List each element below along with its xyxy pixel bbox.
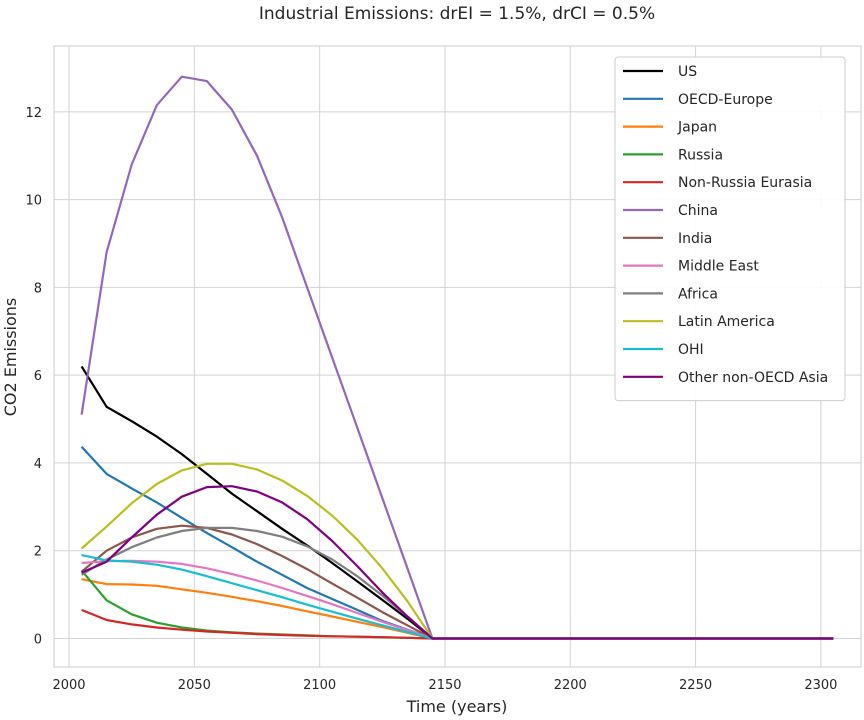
chart-title: Industrial Emissions: drEI = 1.5%, drCI … xyxy=(259,4,655,24)
legend-label: Non-Russia Eurasia xyxy=(678,175,812,191)
x-axis-label: Time (years) xyxy=(406,697,508,716)
legend-label: Other non-OECD Asia xyxy=(678,370,828,386)
x-tick-label: 2250 xyxy=(679,678,712,693)
legend-label: OHI xyxy=(678,342,704,358)
y-tick-label: 0 xyxy=(34,632,42,647)
legend-label: US xyxy=(678,64,697,80)
y-tick-label: 2 xyxy=(34,545,42,560)
y-tick-label: 6 xyxy=(34,369,42,384)
legend-box xyxy=(614,56,846,402)
y-tick-label: 10 xyxy=(25,194,42,209)
legend-label: Africa xyxy=(678,286,718,302)
x-tick-label: 2200 xyxy=(554,678,587,693)
legend: US OECD-Europe Japan Russia Non-Russia Euras… xyxy=(614,56,846,402)
x-tick-label: 2100 xyxy=(303,678,336,693)
y-tick-label: 4 xyxy=(34,457,42,472)
x-tick-label: 2150 xyxy=(428,678,461,693)
y-tick-label: 8 xyxy=(34,281,42,296)
series-line-other-non-oecd-asia xyxy=(81,485,834,640)
legend-label: Middle East xyxy=(678,259,759,275)
series-lines xyxy=(80,75,834,640)
legend-label: OECD-Europe xyxy=(678,92,773,108)
plot-area xyxy=(53,45,862,668)
legend-label: Russia xyxy=(678,147,723,163)
x-tick-label: 2050 xyxy=(178,678,211,693)
axis-ticks: 2000 2050 2100 2150 2200 2250 2300 0 2 4 6 8 10 12 xyxy=(25,106,837,693)
x-tick-label: 2000 xyxy=(52,678,85,693)
legend-label: India xyxy=(678,231,712,247)
y-axis-label: CO2 Emissions xyxy=(1,298,20,417)
legend-label: Japan xyxy=(677,120,717,136)
legend-label: Latin America xyxy=(678,314,775,330)
y-tick-label: 12 xyxy=(25,106,42,121)
legend-label: China xyxy=(678,203,718,219)
x-tick-label: 2300 xyxy=(804,678,837,693)
